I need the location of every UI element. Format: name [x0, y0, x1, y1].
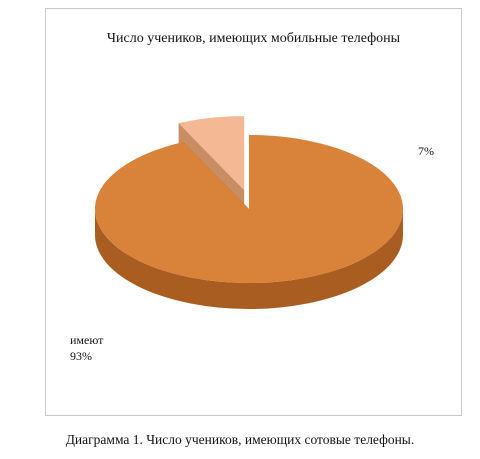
figure-caption: Диаграмма 1. Число учеников, имеющих сот…: [65, 432, 415, 447]
slice-value-has: 93%: [70, 349, 92, 363]
chart-frame: Число учеников, имеющих мобильные телефо…: [45, 8, 462, 416]
slice-label-has: имеют: [70, 333, 104, 347]
chart-title: Число учеников, имеющих мобильные телефо…: [106, 31, 401, 46]
pie-side-has: [95, 209, 403, 309]
pie-slice-not: [178, 116, 245, 191]
slice-value-not: 7%: [418, 144, 434, 158]
pie-slice-has: [95, 135, 404, 284]
pie-chart: [95, 116, 404, 309]
